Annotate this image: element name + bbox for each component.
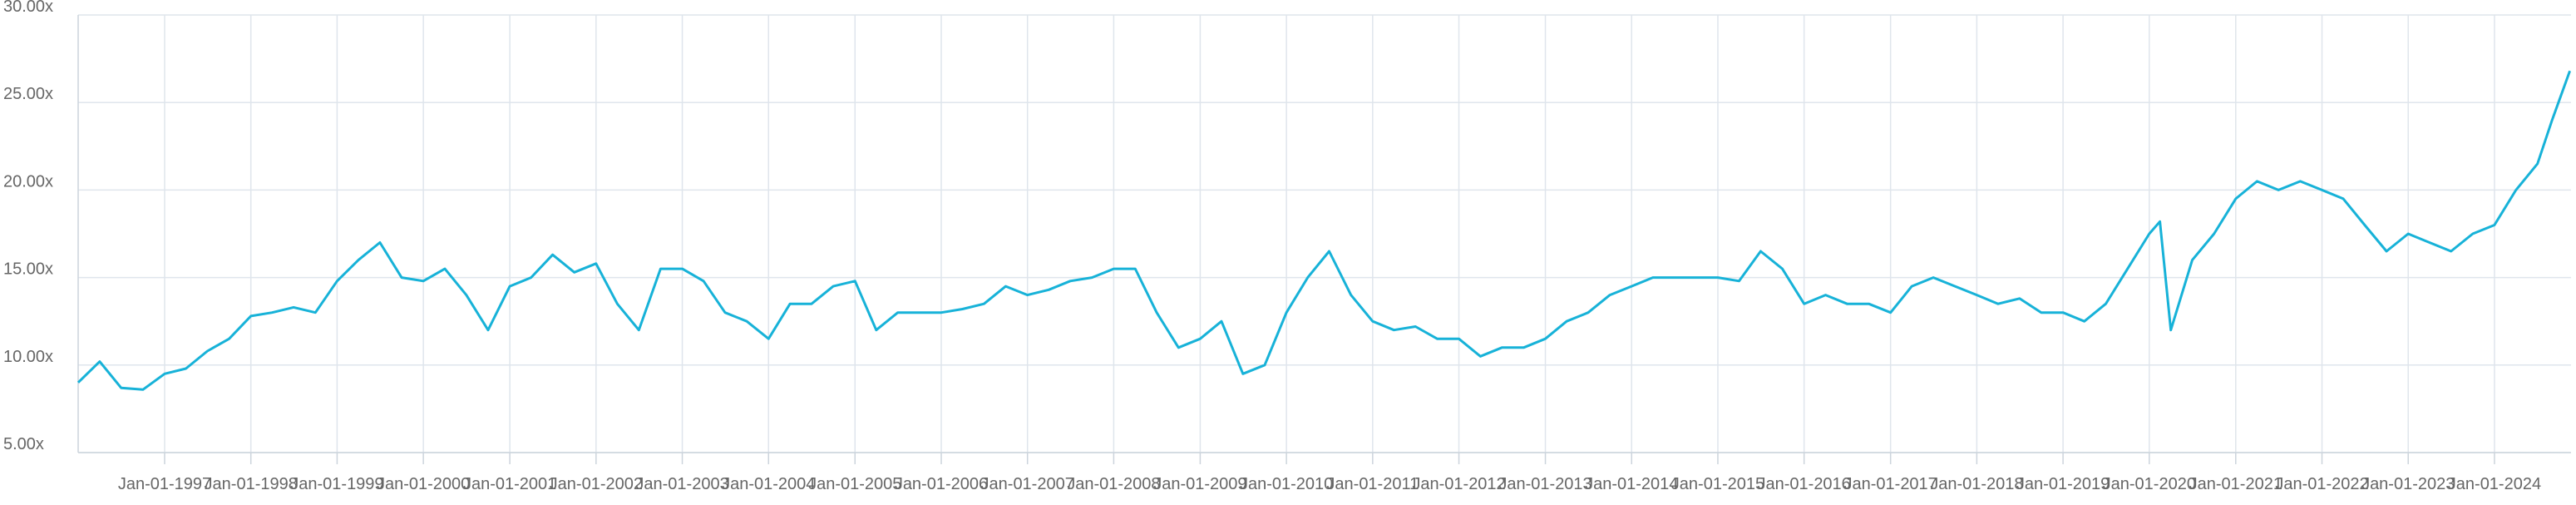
x-tick-label: Jan-01-2002 <box>550 475 643 493</box>
x-tick-label: Jan-01-2021 <box>2189 475 2282 493</box>
y-tick-label: 5.00x <box>3 435 44 453</box>
x-tick-label: Jan-01-2006 <box>895 475 988 493</box>
x-tick-label: Jan-01-2022 <box>2275 475 2368 493</box>
x-tick-label: Jan-01-2004 <box>722 475 815 493</box>
x-tick-label: Jan-01-2019 <box>2016 475 2110 493</box>
x-tick-label: Jan-01-2017 <box>1844 475 1937 493</box>
x-tick-label: Jan-01-2007 <box>981 475 1074 493</box>
x-tick-label: Jan-01-2011 <box>1326 475 1419 493</box>
x-tick-label: Jan-01-2000 <box>377 475 470 493</box>
x-tick-label: Jan-01-2003 <box>635 475 728 493</box>
x-tick-label: Jan-01-1999 <box>290 475 383 493</box>
x-tick-label: Jan-01-2015 <box>1671 475 1764 493</box>
x-tick-label: Jan-01-2010 <box>1240 475 1333 493</box>
x-tick-label: Jan-01-2018 <box>1930 475 2023 493</box>
x-tick-label: Jan-01-2001 <box>463 475 556 493</box>
x-tick-label: Jan-01-2012 <box>1412 475 1505 493</box>
y-tick-label: 15.00x <box>3 260 53 279</box>
x-tick-label: Jan-01-2008 <box>1067 475 1160 493</box>
x-tick-label: Jan-01-1998 <box>205 475 298 493</box>
x-tick-label: Jan-01-2009 <box>1153 475 1246 493</box>
x-tick-label: Jan-01-2013 <box>1498 475 1591 493</box>
y-tick-label: 30.00x <box>3 0 53 16</box>
x-tick-label: Jan-01-2014 <box>1585 475 1678 493</box>
y-tick-label: 25.00x <box>3 85 53 103</box>
line-series <box>76 70 2572 391</box>
x-tick-label: Jan-01-2024 <box>2448 475 2541 493</box>
y-tick-label: 20.00x <box>3 172 53 191</box>
x-tick-label: Jan-01-2020 <box>2103 475 2196 493</box>
x-tick-label: Jan-01-2016 <box>1758 475 1851 493</box>
x-tick-label: Jan-01-2005 <box>808 475 901 493</box>
x-tick-label: Jan-01-1997 <box>118 475 211 493</box>
y-tick-label: 10.00x <box>3 348 53 366</box>
x-tick-label: Jan-01-2023 <box>2361 475 2455 493</box>
